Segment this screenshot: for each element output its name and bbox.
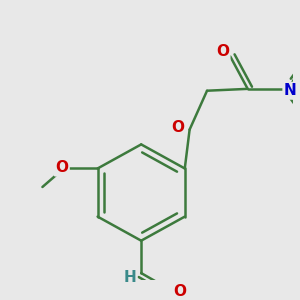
Text: O: O: [173, 284, 186, 299]
Text: O: O: [55, 160, 68, 175]
Text: H: H: [123, 270, 136, 285]
Text: O: O: [216, 44, 229, 59]
Text: N: N: [284, 83, 297, 98]
Text: O: O: [172, 120, 184, 135]
